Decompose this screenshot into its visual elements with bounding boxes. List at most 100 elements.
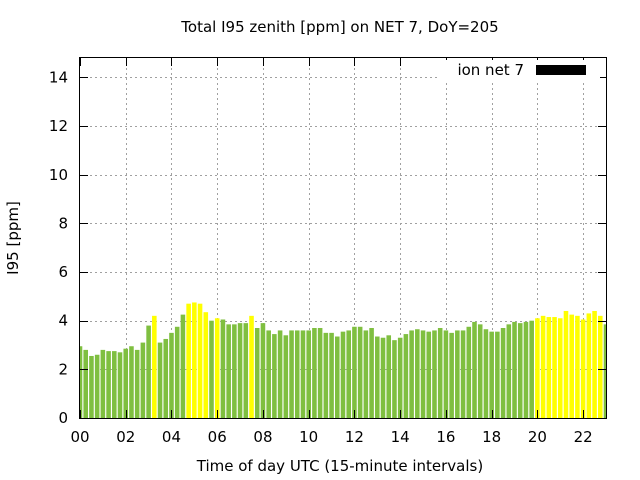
x-tick-label: 02 — [116, 428, 135, 446]
bar — [197, 303, 203, 418]
bar — [180, 314, 186, 418]
bar — [323, 332, 329, 418]
bar — [80, 346, 83, 418]
bar — [123, 348, 129, 418]
bar — [369, 328, 374, 418]
bar — [466, 326, 472, 418]
bar — [455, 330, 460, 418]
y-tick-label: 2 — [58, 360, 68, 378]
bar — [380, 337, 386, 418]
bar — [106, 351, 111, 418]
y-tick-label: 8 — [58, 214, 68, 232]
bar — [598, 315, 603, 418]
bar — [186, 303, 191, 418]
bar — [357, 326, 363, 418]
bar — [495, 331, 500, 418]
bar — [94, 354, 100, 418]
bar — [129, 346, 134, 418]
bar — [443, 330, 449, 418]
bar — [409, 330, 414, 418]
bar — [254, 328, 260, 418]
x-tick-label: 14 — [391, 428, 410, 446]
bar — [163, 338, 169, 418]
bar — [603, 324, 606, 418]
y-tick-label: 12 — [49, 117, 68, 135]
legend: ion net 7 — [440, 60, 600, 82]
bar — [174, 326, 180, 418]
bar — [152, 315, 157, 418]
y-tick-label: 10 — [49, 166, 68, 184]
bar — [300, 330, 306, 418]
x-tick-label: 10 — [299, 428, 318, 446]
bar — [340, 331, 346, 418]
bar — [266, 330, 271, 418]
x-tick-label: 08 — [253, 428, 272, 446]
x-tick-label: 00 — [70, 428, 89, 446]
bar — [363, 330, 369, 418]
x-tick-label: 22 — [574, 428, 593, 446]
y-tick-label: 6 — [58, 263, 68, 281]
plot-frame — [79, 57, 607, 419]
x-tick-label: 20 — [528, 428, 547, 446]
bar — [220, 319, 226, 418]
bar — [512, 321, 517, 418]
bar — [415, 329, 420, 418]
bar — [437, 328, 443, 418]
bar — [535, 318, 540, 418]
y-axis-label: I95 [ppm] — [4, 201, 22, 275]
bar — [312, 328, 317, 418]
bar — [575, 315, 580, 418]
bar — [546, 317, 552, 418]
bar — [209, 320, 214, 418]
bar — [500, 328, 506, 418]
bar — [483, 329, 489, 418]
bar — [569, 314, 574, 418]
y-tick-label: 4 — [58, 312, 68, 330]
bar — [397, 337, 403, 418]
bar — [289, 330, 294, 418]
bar — [426, 331, 432, 418]
bar — [352, 326, 357, 418]
bar — [157, 342, 163, 418]
bar — [203, 312, 209, 418]
x-axis-label: Time of day UTC (15-minute intervals) — [196, 457, 483, 475]
bar — [346, 330, 351, 418]
bar — [586, 313, 592, 418]
legend-swatch — [536, 65, 586, 75]
bar — [563, 310, 569, 418]
y-tick-label: 14 — [49, 68, 68, 86]
bar — [277, 330, 283, 418]
x-tick-label: 04 — [162, 428, 181, 446]
bar — [403, 334, 409, 418]
bar — [329, 332, 334, 418]
x-tick-label: 12 — [345, 428, 364, 446]
y-tick-label: 0 — [58, 409, 68, 427]
bar — [249, 315, 254, 418]
x-tick-label: 16 — [436, 428, 455, 446]
bar — [140, 342, 146, 418]
bar — [420, 330, 426, 418]
bar — [89, 355, 94, 418]
bar — [112, 351, 117, 418]
bar — [260, 323, 266, 418]
bar — [580, 319, 586, 418]
bar — [283, 335, 289, 418]
bar — [557, 318, 563, 418]
x-tick-label: 18 — [482, 428, 501, 446]
bar — [169, 332, 174, 418]
bar — [432, 330, 437, 418]
bar — [392, 340, 397, 418]
bar — [529, 320, 534, 418]
bar — [506, 324, 512, 418]
bar — [386, 335, 392, 418]
bar — [317, 328, 323, 418]
bar — [214, 318, 220, 418]
bar — [335, 336, 340, 418]
chart-title: Total I95 zenith [ppm] on NET 7, DoY=205 — [180, 18, 498, 36]
bar — [552, 317, 557, 418]
bar — [306, 330, 311, 418]
bar — [477, 324, 483, 418]
bar — [460, 330, 466, 418]
